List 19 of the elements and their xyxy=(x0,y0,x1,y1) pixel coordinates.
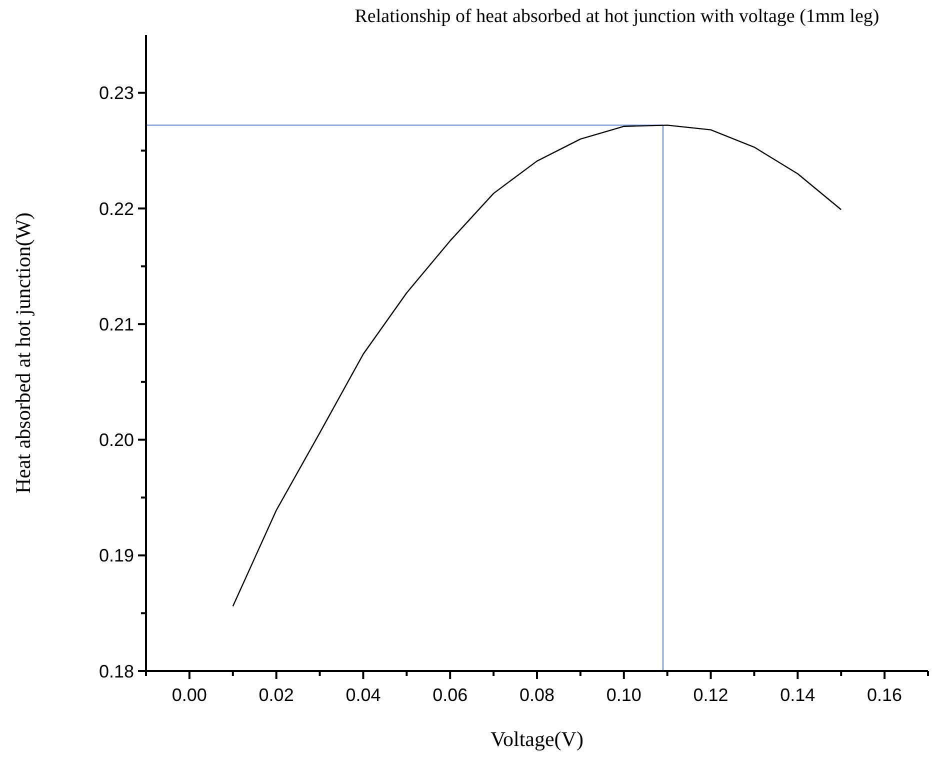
x-tick-label: 0.06 xyxy=(432,685,468,705)
y-tick-label: 0.18 xyxy=(98,661,134,682)
x-tick-label: 0.04 xyxy=(346,685,381,705)
chart-title: Relationship of heat absorbed at hot junction with voltage (1mm leg) xyxy=(354,6,880,27)
x-tick-label: 0.02 xyxy=(258,685,294,705)
y-tick-label: 0.22 xyxy=(98,198,134,219)
y-tick-label: 0.19 xyxy=(98,546,134,566)
x-tick-label: 0.16 xyxy=(867,685,902,705)
y-axis-title: Heat absorbed at hot junction(W) xyxy=(11,212,35,494)
y-tick-label: 0.20 xyxy=(98,430,134,450)
x-tick-label: 0.12 xyxy=(693,685,728,705)
y-tick-label: 0.23 xyxy=(98,83,134,104)
line-series xyxy=(232,124,842,607)
x-tick-label: 0.14 xyxy=(780,685,816,705)
x-tick-label: 0.10 xyxy=(606,685,642,705)
x-tick-label: 0.08 xyxy=(519,685,555,705)
x-tick-label: 0.00 xyxy=(172,685,207,705)
x-axis-title: Voltage(V) xyxy=(490,727,584,751)
y-tick-label: 0.21 xyxy=(98,314,134,334)
